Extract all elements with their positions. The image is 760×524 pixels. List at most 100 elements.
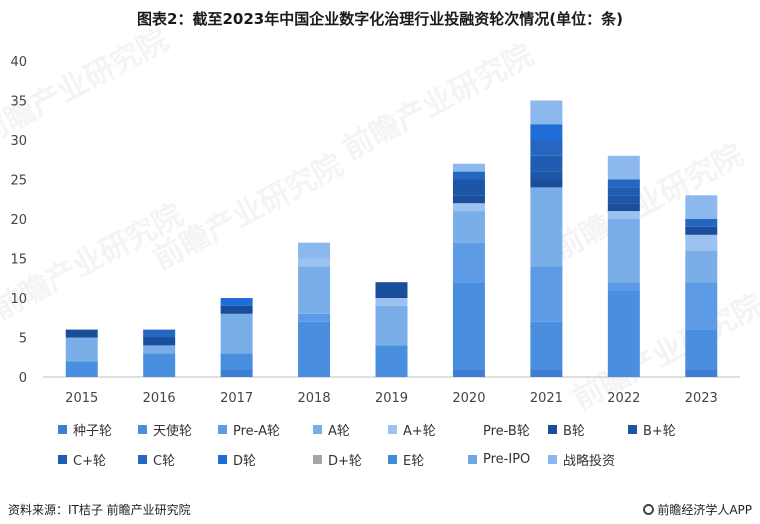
legend-swatch — [313, 424, 322, 434]
bar-segment — [298, 313, 331, 322]
legend-label: Pre-IPO — [483, 451, 531, 467]
bar-segment — [143, 353, 176, 377]
bar-segment — [607, 179, 640, 188]
x-tick-label: 2015 — [65, 391, 98, 406]
y-tick-label: 20 — [10, 213, 27, 228]
bar-segment — [530, 321, 563, 370]
brand-logo-icon — [643, 504, 655, 515]
bar-segment — [607, 195, 640, 204]
bar-segment — [530, 187, 563, 267]
bar-segment — [298, 258, 331, 267]
bar-segment — [685, 282, 718, 330]
legend-swatch — [138, 424, 147, 434]
watermark-text: 前瞻产业研究院 — [567, 288, 760, 417]
legend-label: C轮 — [153, 453, 176, 469]
legend-label: B+轮 — [643, 423, 676, 439]
legend-item: B轮 — [548, 418, 585, 440]
bar-segment — [685, 250, 718, 283]
bar-segment — [607, 290, 640, 377]
bar-segment — [220, 313, 253, 354]
y-tick-label: 25 — [10, 174, 27, 189]
x-tick-label: 2016 — [143, 391, 176, 406]
legend-label: 天使轮 — [153, 423, 193, 439]
x-tick-label: 2021 — [530, 391, 563, 406]
bar-segment — [452, 179, 485, 196]
legend-item: 种子轮 — [58, 418, 112, 440]
bar-segment — [607, 282, 640, 291]
y-tick-label: 10 — [10, 292, 27, 307]
bar-segment — [298, 321, 331, 377]
y-tick-label: 30 — [10, 134, 27, 149]
x-tick-label: 2020 — [452, 391, 485, 406]
bar-segment — [143, 345, 176, 354]
legend-swatch — [468, 425, 477, 434]
bar-segment — [530, 140, 563, 156]
legend-item: Pre-A轮 — [218, 418, 280, 440]
bar-segment — [452, 171, 485, 180]
bar-segment — [530, 124, 563, 140]
legend-item: A轮 — [313, 418, 350, 440]
bar-segment — [220, 305, 253, 314]
legend-item: A+轮 — [388, 418, 436, 440]
x-tick-label: 2017 — [220, 391, 253, 406]
legend-label: 种子轮 — [73, 423, 113, 439]
legend-swatch — [548, 424, 557, 434]
brand-text: 前瞻经济学人APP — [657, 503, 752, 517]
legend-label: 战略投资 — [563, 453, 616, 469]
bar-segment — [607, 211, 640, 219]
bar-segment — [607, 187, 640, 196]
x-tick-label: 2018 — [298, 391, 331, 406]
bar-segment — [452, 282, 485, 370]
y-tick-label: 5 — [19, 332, 27, 347]
bar-segment — [607, 219, 640, 283]
bar-segment — [375, 298, 408, 306]
bar-segment — [530, 266, 563, 322]
legend-swatch — [313, 454, 322, 464]
bar-segment — [65, 361, 98, 377]
bar-segment — [65, 329, 98, 338]
legend-item: Pre-B轮 — [468, 418, 530, 440]
legend-item: Pre-IPO — [468, 448, 530, 470]
legend-item: 战略投资 — [548, 448, 615, 470]
bar-segment — [375, 345, 408, 377]
bar-segment — [685, 219, 718, 227]
watermark-text: 前瞻产业研究院 — [0, 23, 174, 152]
legend-item: C+轮 — [58, 448, 106, 470]
bar-segment — [530, 100, 563, 125]
bar-segment — [530, 171, 563, 180]
legend-item: 天使轮 — [138, 418, 192, 440]
legend-item: D轮 — [218, 448, 256, 470]
legend-label: D轮 — [233, 453, 257, 469]
bar-segment — [298, 242, 331, 259]
bar-segment — [685, 234, 718, 251]
legend-item: D+轮 — [313, 448, 362, 470]
legend-label: E轮 — [403, 453, 425, 469]
legend-label: B轮 — [563, 423, 585, 439]
brand-credit: 前瞻经济学人APP — [643, 501, 752, 518]
bar-segment — [220, 298, 253, 306]
legend-swatch — [138, 454, 147, 464]
source-note: 资料来源：IT桔子 前瞻产业研究院 — [8, 503, 191, 517]
legend-label: Pre-B轮 — [483, 423, 530, 439]
bar-segment — [375, 282, 408, 298]
bar-segment — [452, 163, 485, 172]
bar-segment — [685, 195, 718, 219]
legend-swatch — [628, 424, 637, 434]
legend-swatch — [58, 454, 67, 464]
bar-segment — [530, 179, 563, 188]
bar-segment — [452, 195, 485, 204]
bar-segment — [685, 369, 718, 377]
bar-segment — [143, 337, 176, 346]
bar-segment — [685, 226, 718, 235]
bar-segment — [452, 369, 485, 377]
watermark-text: 前瞻产业研究院 — [337, 38, 539, 167]
bar-segment — [452, 242, 485, 283]
legend-label: D+轮 — [328, 453, 362, 469]
y-tick-label: 0 — [19, 371, 27, 386]
legend-item: E轮 — [388, 448, 424, 470]
bar-segment — [607, 203, 640, 212]
bar-segment — [220, 369, 253, 377]
x-tick-label: 2023 — [685, 391, 718, 406]
legend-label: C+轮 — [73, 453, 106, 469]
